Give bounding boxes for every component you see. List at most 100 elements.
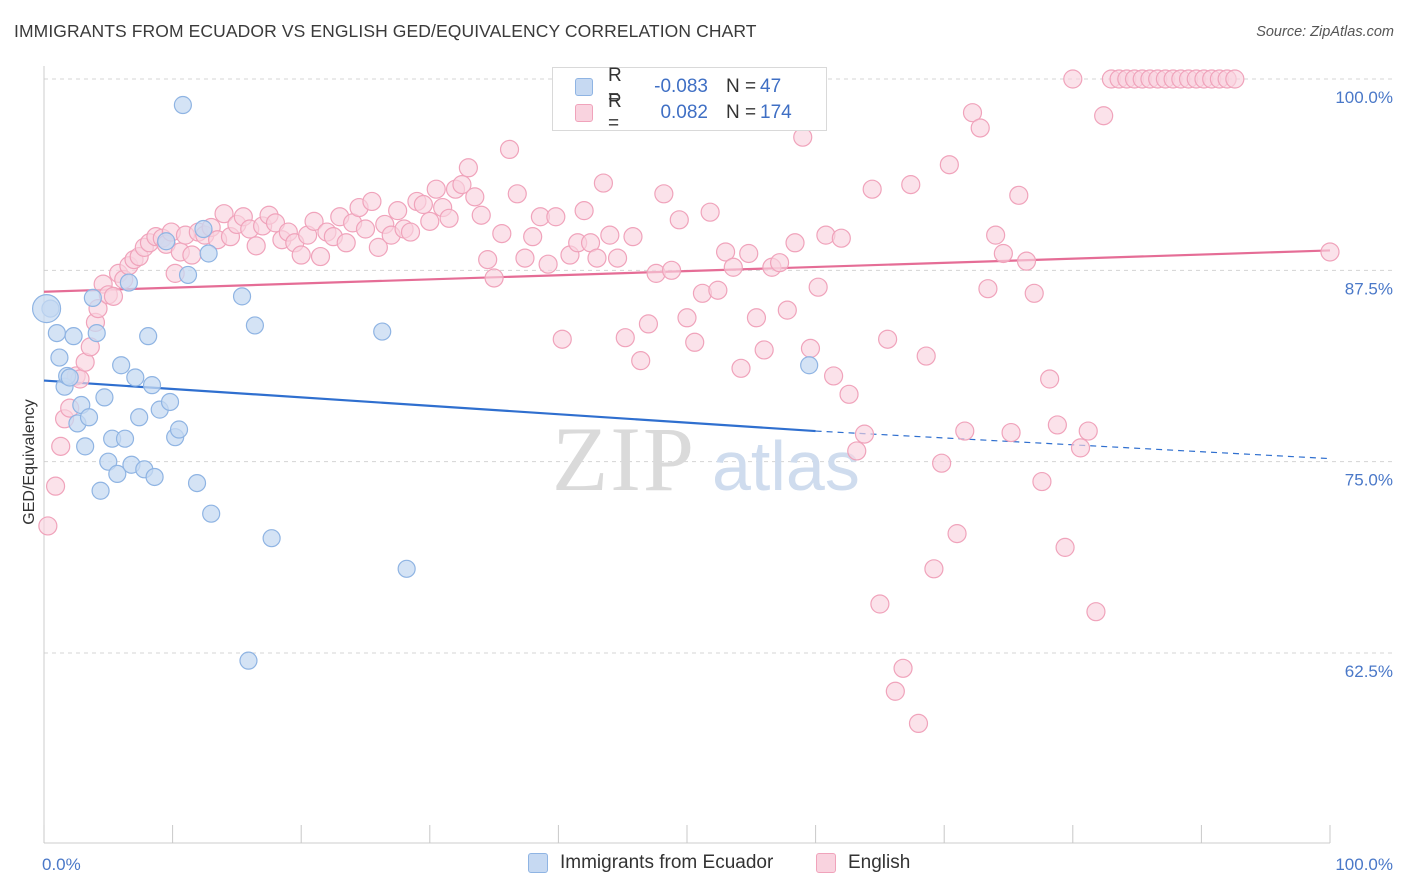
legend-label-ecuador: Immigrants from Ecuador bbox=[560, 852, 774, 873]
point-ecuador bbox=[160, 392, 180, 412]
y-axis-title: GED/Equivalency bbox=[21, 399, 38, 524]
point-english bbox=[1016, 251, 1037, 271]
point-english bbox=[893, 658, 913, 678]
point-english bbox=[986, 225, 1006, 245]
point-english bbox=[1032, 471, 1052, 492]
point-english bbox=[1094, 106, 1114, 126]
point-english bbox=[800, 338, 821, 358]
point-english bbox=[854, 424, 875, 444]
point-english bbox=[870, 594, 890, 614]
point-english bbox=[885, 681, 905, 701]
point-ecuador bbox=[112, 356, 131, 375]
point-english bbox=[901, 175, 921, 195]
point-english bbox=[51, 436, 71, 456]
point-english bbox=[515, 248, 535, 268]
point-english bbox=[746, 308, 767, 328]
point-english bbox=[426, 179, 446, 199]
gridlines bbox=[44, 78, 1395, 654]
point-ecuador bbox=[50, 348, 69, 367]
point-english bbox=[45, 476, 66, 496]
point-ecuador bbox=[95, 388, 114, 407]
legend-n-label: N = bbox=[726, 76, 757, 97]
point-english bbox=[1024, 283, 1044, 303]
point-english bbox=[1063, 69, 1083, 89]
legend-row-english: R = 0.082 N = 174 bbox=[575, 91, 792, 134]
point-ecuador bbox=[60, 368, 79, 387]
point-english bbox=[304, 211, 324, 231]
point-english bbox=[715, 242, 736, 262]
point-english bbox=[739, 243, 759, 264]
point-english bbox=[1225, 69, 1245, 89]
point-english bbox=[388, 201, 408, 221]
y-tick-label: 100.0% bbox=[1335, 88, 1393, 107]
watermark-atlas: atlas bbox=[712, 427, 860, 505]
trend-line-english bbox=[43, 249, 1331, 293]
point-english bbox=[471, 205, 491, 225]
point-english bbox=[546, 207, 566, 227]
point-english bbox=[685, 332, 705, 352]
point-english bbox=[908, 713, 929, 734]
point-english bbox=[607, 248, 628, 268]
point-ecuador bbox=[87, 323, 106, 343]
point-english bbox=[1055, 537, 1075, 557]
legend-n-label: N = bbox=[726, 102, 757, 123]
legend-swatch-blue bbox=[528, 853, 548, 873]
point-english bbox=[523, 227, 543, 247]
legend-r-label: R = bbox=[608, 65, 622, 108]
point-english bbox=[362, 191, 382, 212]
point-english bbox=[552, 329, 572, 349]
point-english bbox=[420, 211, 440, 231]
point-english bbox=[785, 233, 805, 253]
legend-item-ecuador: Immigrants from Ecuador bbox=[528, 852, 773, 874]
legend-n-value: 174 bbox=[760, 102, 792, 123]
point-ecuador bbox=[262, 529, 281, 548]
point-ecuador bbox=[76, 437, 95, 456]
point-english bbox=[413, 194, 433, 215]
point-english bbox=[587, 248, 607, 268]
point-ecuador bbox=[800, 356, 819, 375]
point-english bbox=[1040, 369, 1060, 389]
legend-swatch-pink bbox=[575, 104, 593, 122]
point-ecuador bbox=[232, 287, 252, 306]
legend-swatch-pink bbox=[816, 853, 836, 873]
point-english bbox=[538, 254, 558, 274]
point-ecuador bbox=[99, 452, 118, 471]
legend-r-value: -0.083 bbox=[654, 76, 708, 97]
point-english bbox=[492, 223, 512, 244]
axes bbox=[43, 66, 1331, 844]
point-ecuador bbox=[187, 473, 207, 493]
point-ecuador bbox=[142, 376, 162, 395]
legend-n-value: 47 bbox=[760, 76, 782, 97]
trend-line-ecuador bbox=[43, 379, 816, 433]
point-ecuador bbox=[115, 429, 135, 448]
chart-source: Source: ZipAtlas.com bbox=[1256, 24, 1394, 40]
point-ecuador bbox=[173, 95, 192, 115]
point-english bbox=[291, 245, 311, 265]
point-ecuador bbox=[108, 464, 127, 484]
point-ecuador bbox=[373, 322, 392, 341]
point-english bbox=[831, 228, 851, 248]
point-english bbox=[669, 210, 689, 230]
point-english bbox=[638, 314, 659, 334]
point-english bbox=[623, 227, 643, 247]
point-ecuador bbox=[79, 408, 99, 427]
axis-labels: GED/Equivalency 62.5% 75.0% 87.5% 100.0% 0.0… bbox=[21, 88, 1393, 874]
point-english bbox=[932, 453, 952, 473]
point-english bbox=[1001, 422, 1021, 443]
point-english bbox=[970, 118, 990, 138]
point-english bbox=[452, 175, 472, 195]
point-ecuador bbox=[139, 327, 158, 346]
point-ecuador bbox=[64, 327, 83, 346]
point-english bbox=[574, 201, 594, 221]
point-english bbox=[955, 421, 975, 441]
point-ecuador bbox=[91, 481, 110, 500]
x-tick-label-min: 0.0% bbox=[42, 855, 81, 874]
point-english bbox=[878, 329, 898, 349]
point-english bbox=[962, 103, 983, 123]
y-tick-label: 75.0% bbox=[1345, 471, 1393, 490]
chart-title: IMMIGRANTS FROM ECUADOR VS ENGLISH GED/E… bbox=[14, 21, 757, 41]
point-ecuador bbox=[169, 420, 189, 439]
point-english bbox=[993, 243, 1013, 264]
point-english bbox=[214, 204, 234, 224]
watermark-zip: ZIP bbox=[552, 408, 696, 510]
